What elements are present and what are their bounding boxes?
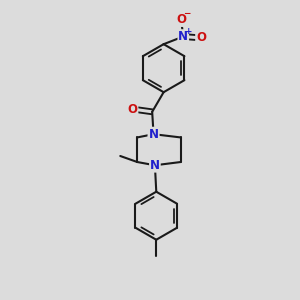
Text: O: O	[196, 32, 206, 44]
Text: N: N	[148, 128, 158, 141]
Text: N: N	[148, 128, 158, 141]
Text: +: +	[185, 27, 193, 36]
Text: N: N	[178, 30, 188, 43]
Text: O: O	[128, 103, 137, 116]
Text: O: O	[176, 13, 186, 26]
Text: −: −	[183, 9, 191, 18]
Text: N: N	[150, 159, 160, 172]
